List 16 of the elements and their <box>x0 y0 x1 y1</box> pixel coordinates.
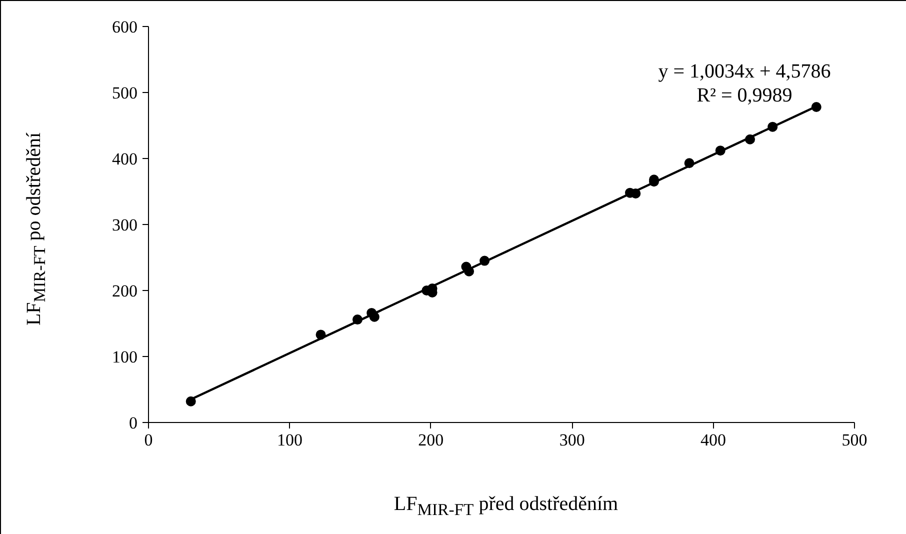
annotation: R² = 0,9989 <box>696 84 792 106</box>
y-tick-label: 100 <box>112 348 138 366</box>
y-tick-label: 400 <box>112 150 138 168</box>
y-tick-label: 0 <box>129 414 138 432</box>
x-axis-title: LF$_{MIR-FT}$ před odstředěním <box>394 492 618 521</box>
y-tick-label: 500 <box>112 84 138 102</box>
x-tick-label: 200 <box>418 430 444 450</box>
x-tick-label: 100 <box>276 430 302 450</box>
x-tick-label: 300 <box>559 430 585 450</box>
annotation: y = 1,0034x + 4,5786 <box>658 60 831 82</box>
y-tick-label: 200 <box>112 282 138 300</box>
x-tick-label: 400 <box>700 430 726 450</box>
x-tick-label: 0 <box>144 430 153 450</box>
y-tick-label: 300 <box>112 216 138 234</box>
y-tick-label: 600 <box>112 18 138 36</box>
x-tick-label: 500 <box>842 430 868 450</box>
